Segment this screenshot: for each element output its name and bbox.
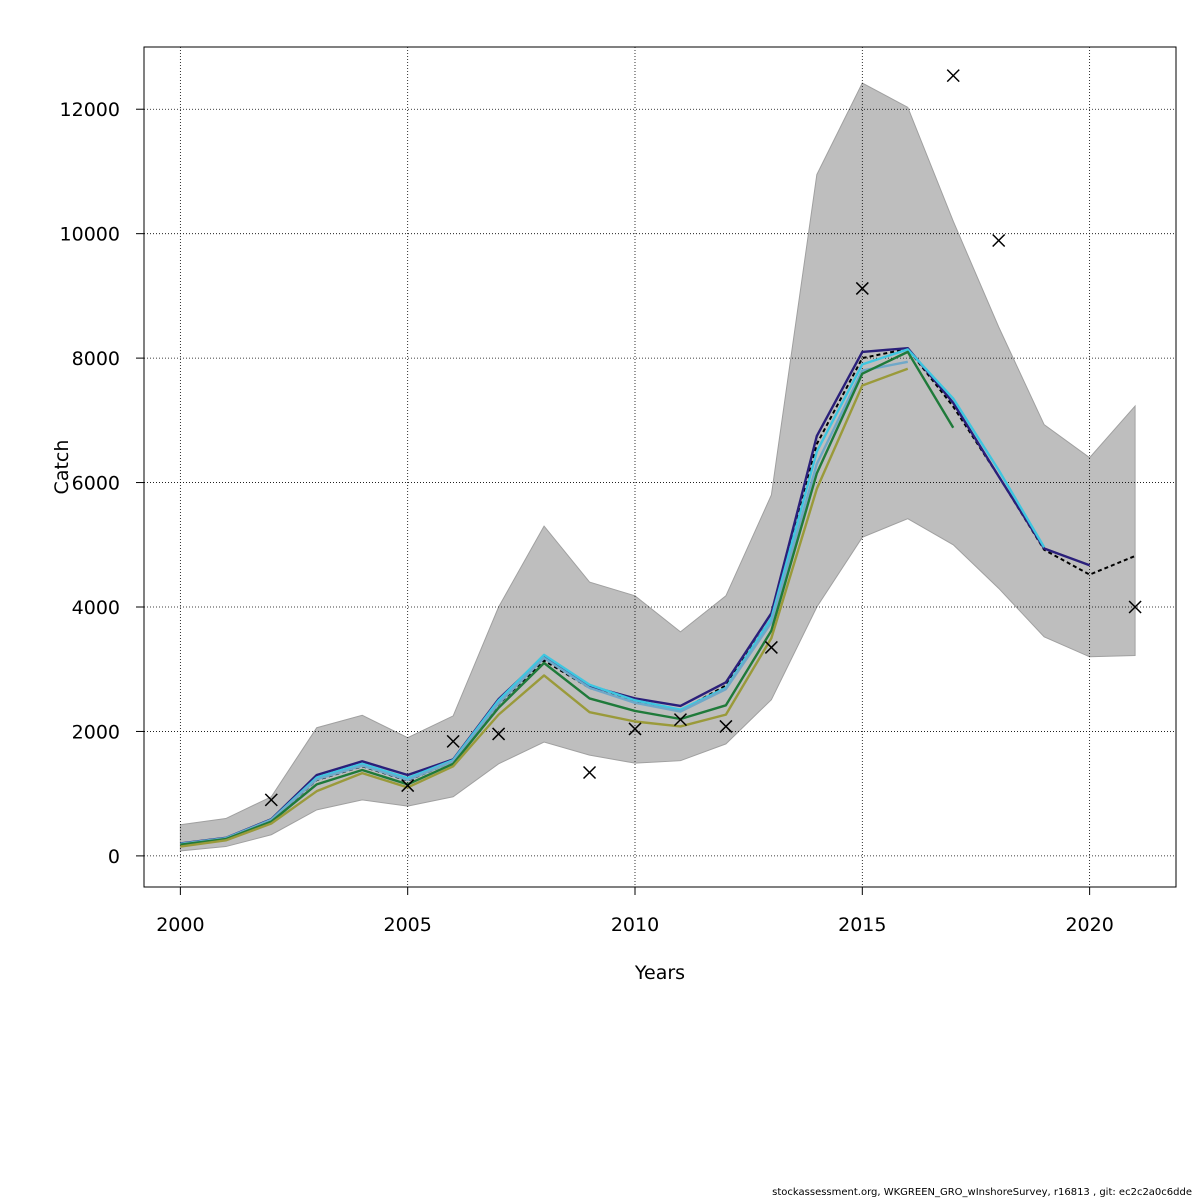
y-tick-label: 10000 xyxy=(60,224,120,246)
observed-point xyxy=(492,727,506,741)
observed-point xyxy=(992,233,1006,248)
x-tick-label: 2015 xyxy=(838,914,886,936)
observed-point xyxy=(628,722,642,736)
observed-point xyxy=(946,69,960,83)
x-tick-label: 2005 xyxy=(384,914,432,936)
grid-layer xyxy=(144,47,1176,887)
y-tick-label: 4000 xyxy=(72,597,120,619)
series-line-4 xyxy=(180,360,908,846)
observed-point xyxy=(446,734,460,748)
confidence-band-layer xyxy=(179,82,1136,852)
series-layer xyxy=(180,346,1136,848)
y-tick-label: 12000 xyxy=(60,99,120,121)
series-line-3 xyxy=(180,348,1046,845)
observed-points-layer xyxy=(264,69,1142,807)
confidence-band xyxy=(179,82,1136,852)
x-axis-ticks: 2000 2005 2010 2015 2020 xyxy=(156,887,1114,936)
series-line-5 xyxy=(180,350,955,846)
x-tick-label: 2000 xyxy=(156,914,204,936)
observed-point xyxy=(1128,600,1142,614)
series-line-2 xyxy=(180,346,1091,845)
x-axis-title: Years xyxy=(634,962,685,984)
y-tick-label: 8000 xyxy=(72,348,120,370)
y-tick-label: 0 xyxy=(108,846,120,868)
x-tick-label: 2010 xyxy=(611,914,659,936)
observed-point xyxy=(264,793,278,807)
observed-point xyxy=(719,719,733,733)
observed-point xyxy=(673,713,687,727)
y-tick-label: 6000 xyxy=(72,473,120,495)
y-tick-label: 2000 xyxy=(72,721,120,743)
footer-credit: stockassessment.org, WKGREEN_GRO_wInshor… xyxy=(772,1187,1192,1198)
observed-point xyxy=(401,779,415,793)
y-axis-ticks: 0 2000 4000 6000 8000 10000 12000 xyxy=(60,99,144,868)
observed-point xyxy=(583,765,597,780)
x-tick-label: 2020 xyxy=(1065,914,1113,936)
y-axis-title: Catch xyxy=(51,440,73,495)
series-line-6 xyxy=(180,367,909,848)
observed-point xyxy=(855,281,869,295)
observed-point xyxy=(764,640,778,654)
plot-frame xyxy=(143,46,1177,888)
